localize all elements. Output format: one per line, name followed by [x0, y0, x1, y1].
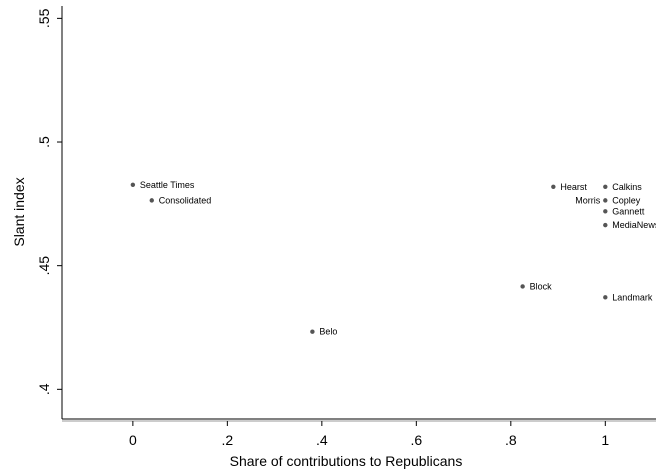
data-point: [130, 182, 136, 188]
point-label: MediaNews: [612, 220, 656, 230]
data-points: Seattle Times Consolidated Belo Block Hearst…: [130, 180, 656, 337]
x-tick-label: 0: [129, 432, 137, 448]
x-tick-label: 1: [601, 432, 609, 448]
point-label: Morris: [575, 195, 600, 205]
point-label: Landmark: [612, 292, 653, 302]
x-tick-label: .6: [410, 432, 422, 448]
x-tick-label: .8: [505, 432, 517, 448]
point-label: Calkins: [612, 182, 642, 192]
point-label: Hearst: [560, 182, 587, 192]
y-ticks: .4 .45 .5 .55: [36, 8, 62, 395]
data-point: [310, 329, 315, 334]
data-point: [603, 209, 608, 214]
x-tick-label: .4: [316, 432, 328, 448]
point-label: Gannett: [612, 206, 645, 216]
y-tick-label: .5: [36, 136, 52, 148]
point-label: Consolidated: [159, 195, 212, 205]
point-label: Block: [530, 281, 553, 291]
data-point: [520, 284, 525, 289]
plot-area: [62, 6, 656, 419]
data-point: [551, 184, 556, 189]
data-point: [603, 184, 608, 189]
x-axis-title: Share of contributions to Republicans: [230, 453, 463, 469]
y-tick-label: .4: [36, 383, 52, 395]
data-point: [149, 198, 154, 203]
y-tick-label: .55: [36, 8, 52, 28]
point-label: Belo: [319, 327, 337, 337]
x-tick-label: .2: [222, 432, 234, 448]
data-point: [603, 295, 608, 300]
point-label: Copley: [612, 195, 641, 205]
data-point: [603, 222, 608, 228]
x-ticks: 0 .2 .4 .6 .8 1: [129, 421, 609, 448]
y-axis-title: Slant index: [11, 177, 27, 246]
y-tick-label: .45: [36, 256, 52, 276]
data-point: [603, 198, 608, 203]
point-label: Seattle Times: [140, 180, 195, 190]
